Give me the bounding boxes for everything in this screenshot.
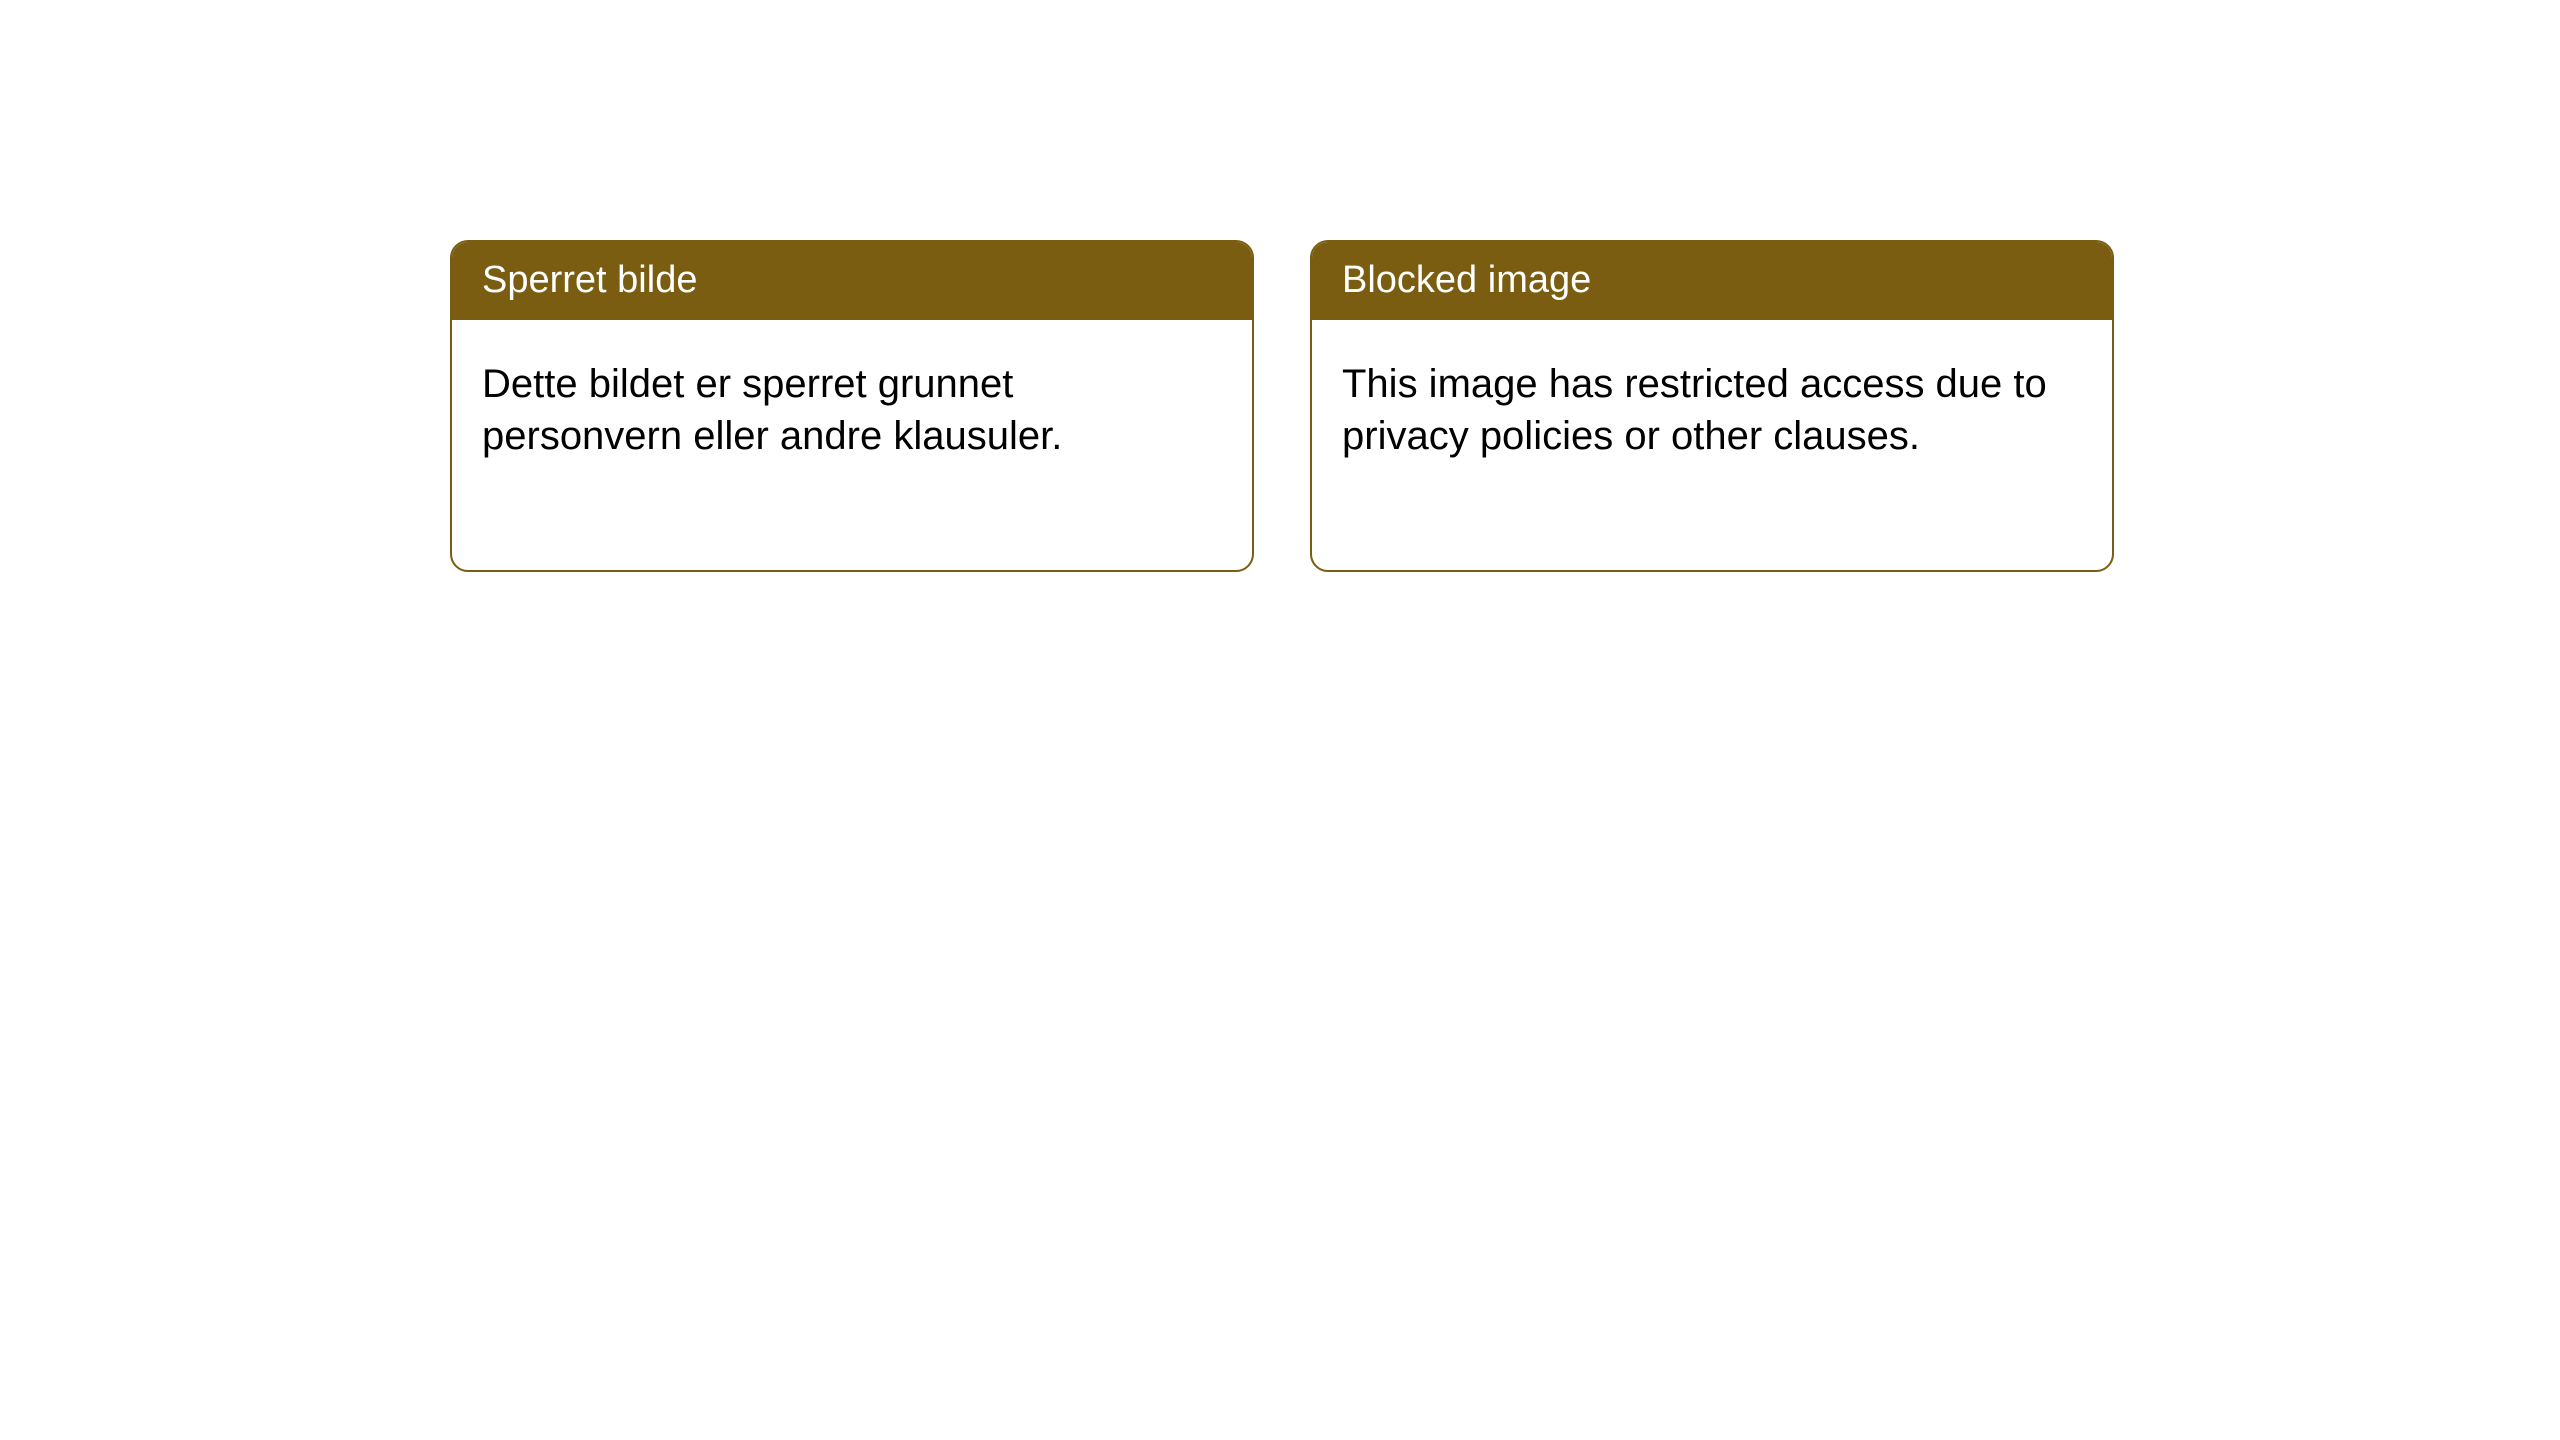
card-header-no: Sperret bilde — [452, 242, 1252, 320]
blocked-image-card-no: Sperret bilde Dette bildet er sperret gr… — [450, 240, 1254, 572]
card-body-no: Dette bildet er sperret grunnet personve… — [452, 320, 1252, 500]
card-body-en: This image has restricted access due to … — [1312, 320, 2112, 500]
blocked-image-card-en: Blocked image This image has restricted … — [1310, 240, 2114, 572]
cards-container: Sperret bilde Dette bildet er sperret gr… — [450, 240, 2114, 572]
card-header-en: Blocked image — [1312, 242, 2112, 320]
